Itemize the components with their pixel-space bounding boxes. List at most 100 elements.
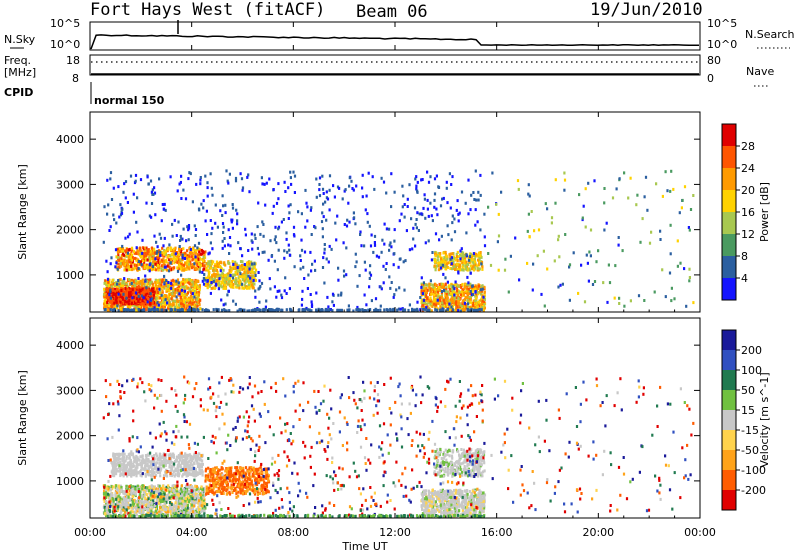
power-cell: [135, 291, 137, 294]
power-cell: [202, 259, 204, 262]
power-cell: [412, 227, 414, 230]
power-cell: [396, 309, 398, 312]
power-cell: [412, 238, 414, 241]
power-cell: [109, 290, 111, 293]
power-cell: [682, 199, 684, 202]
power-cell: [193, 296, 195, 299]
power-cell: [684, 185, 686, 188]
power-cell: [204, 175, 206, 178]
power-cell: [445, 254, 447, 257]
power-cell: [199, 179, 201, 182]
power-cell: [174, 308, 176, 311]
power-cell: [407, 309, 409, 312]
power-cell: [228, 290, 230, 293]
power-cell: [293, 226, 295, 229]
power-cell: [157, 264, 159, 267]
power-cell: [622, 249, 624, 252]
power-cell: [459, 304, 461, 307]
power-cell: [133, 250, 135, 253]
power-cell: [256, 308, 258, 311]
power-cell: [160, 267, 162, 270]
power-cell: [362, 195, 364, 198]
power-cell: [123, 308, 125, 311]
power-cell: [137, 300, 139, 303]
power-cell: [373, 188, 375, 191]
power-cell: [261, 182, 263, 185]
power-cell: [420, 212, 422, 215]
power-cell: [646, 209, 648, 212]
power-cell: [469, 255, 471, 258]
power-cell: [181, 305, 183, 308]
power-cell: [147, 259, 149, 262]
power-cell: [453, 294, 455, 297]
power-cell: [166, 301, 168, 304]
power-cell: [236, 222, 238, 225]
power-cell: [221, 309, 223, 312]
power-cell: [327, 198, 329, 201]
power-cell: [403, 260, 405, 263]
power-cell: [156, 250, 158, 253]
power-cell: [457, 285, 459, 288]
power-cell: [142, 279, 144, 282]
power-cell: [284, 289, 286, 292]
power-cell: [149, 269, 151, 272]
power-cell: [370, 274, 372, 277]
power-cell: [381, 251, 383, 254]
power-cell: [636, 194, 638, 197]
power-cell: [545, 202, 547, 205]
power-cell: [192, 289, 194, 292]
power-cell: [119, 250, 121, 253]
power-cell: [116, 301, 118, 304]
power-cell: [447, 224, 449, 227]
power-cell: [222, 247, 224, 250]
power-cell: [112, 279, 114, 282]
power-cell: [108, 293, 110, 296]
power-cell: [462, 266, 464, 269]
power-cell: [470, 272, 472, 275]
power-cell: [479, 174, 481, 177]
power-cell: [201, 271, 203, 274]
power-cell: [348, 185, 350, 188]
power-cell: [240, 260, 242, 263]
power-cell: [152, 290, 154, 293]
power-cell: [441, 302, 443, 305]
power-cell: [528, 183, 530, 186]
freq-tick-top: 18: [66, 54, 80, 67]
power-cell: [594, 280, 596, 283]
power-cell: [136, 246, 138, 249]
power-cell: [245, 233, 247, 236]
power-cell: [445, 283, 447, 286]
power-cell: [205, 219, 207, 222]
power-cell: [544, 305, 546, 308]
power-cell: [369, 277, 371, 280]
power-cell: [467, 263, 469, 266]
power-cell: [310, 269, 312, 272]
power-cell: [337, 279, 339, 282]
power-cell: [665, 295, 667, 298]
power-cell: [155, 263, 157, 266]
power-cell: [453, 218, 455, 221]
power-cell: [182, 247, 184, 250]
power-cell: [274, 285, 276, 288]
power-cell: [277, 227, 279, 230]
power-cell: [232, 286, 234, 289]
power-cell: [232, 207, 234, 210]
power-cell: [364, 294, 366, 297]
power-cell: [195, 183, 197, 186]
power-cell: [114, 265, 116, 268]
power-cell: [435, 232, 437, 235]
power-cell: [360, 244, 362, 247]
power-cell: [141, 299, 143, 302]
power-cell: [359, 308, 361, 311]
power-cell: [192, 200, 194, 203]
power-cell: [614, 297, 616, 300]
power-cell: [245, 267, 247, 270]
power-cell: [243, 287, 245, 290]
power-cell: [280, 294, 282, 297]
power-cell: [134, 267, 136, 270]
power-cell: [268, 178, 270, 181]
power-cell: [329, 208, 331, 211]
power-cell: [269, 277, 271, 280]
power-cell: [356, 260, 358, 263]
